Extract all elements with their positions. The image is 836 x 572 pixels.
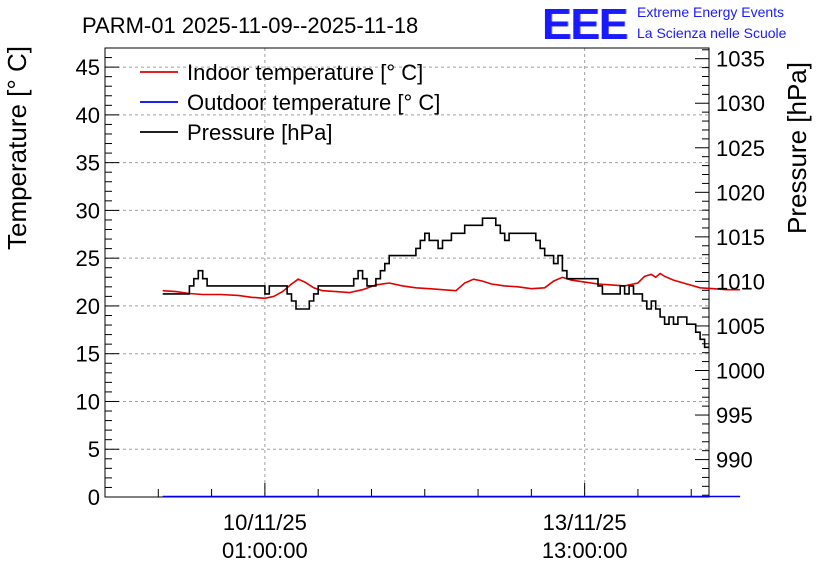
y2-tick-label: 1005: [716, 314, 765, 339]
y2-tick-label: 1025: [716, 136, 765, 161]
chart-title: PARM-01 2025-11-09--2025-11-18: [82, 13, 418, 38]
y-tick-label: 15: [76, 342, 100, 367]
y-tick-label: 40: [76, 103, 100, 128]
y-tick-label: 0: [88, 485, 100, 510]
y2-axis-label: Pressure [hPa]: [782, 62, 812, 234]
eee-logo: EEE: [542, 0, 628, 49]
y2-tick-label: 1015: [716, 225, 765, 250]
y-tick-label: 45: [76, 55, 100, 80]
y-tick-label: 30: [76, 198, 100, 223]
brand-line-2: La Scienza nelle Scuole: [637, 25, 787, 41]
legend: Indoor temperature [° C] Outdoor temperat…: [140, 60, 440, 145]
y-axis-label: Temperature [° C]: [2, 46, 32, 250]
x-tick-label-time: 13:00:00: [542, 538, 628, 563]
legend-pressure-label: Pressure [hPa]: [187, 120, 333, 145]
x-tick-label-date: 13/11/25: [543, 510, 627, 535]
x-tick-label-time: 01:00:00: [222, 538, 308, 563]
grid: [105, 48, 709, 497]
y2-tick-label: 1010: [716, 269, 765, 294]
y-tick-label: 20: [76, 294, 100, 319]
tick-labels: 0510152025303540459909951000100510101015…: [76, 47, 765, 563]
y2-tick-label: 990: [716, 448, 753, 473]
y2-tick-label: 1020: [716, 180, 765, 205]
y2-tick-label: 1035: [716, 47, 765, 72]
y-tick-label: 25: [76, 246, 100, 271]
y-tick-label: 5: [88, 437, 100, 462]
brand-line-1: Extreme Energy Events: [637, 4, 785, 20]
pressure-line: [162, 217, 709, 349]
series-lines: [162, 217, 741, 498]
legend-outdoor-label: Outdoor temperature [° C]: [187, 90, 440, 115]
y2-tick-label: 995: [716, 403, 753, 428]
y-tick-label: 10: [76, 389, 100, 414]
y2-tick-label: 1030: [716, 91, 765, 116]
x-tick-label-date: 10/11/25: [223, 510, 307, 535]
indoor-temperature-line: [162, 272, 741, 300]
legend-indoor-label: Indoor temperature [° C]: [187, 60, 423, 85]
y2-tick-label: 1000: [716, 358, 765, 383]
y-tick-label: 35: [76, 151, 100, 176]
